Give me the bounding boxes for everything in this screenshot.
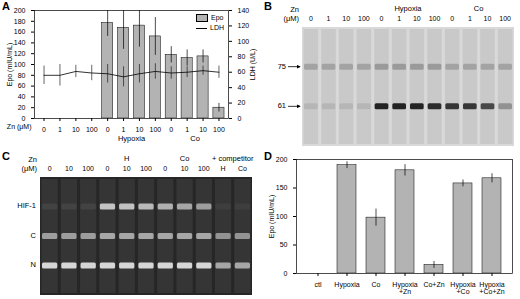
- svg-text:0: 0: [48, 165, 52, 172]
- svg-text:100: 100: [198, 165, 210, 172]
- svg-text:0: 0: [169, 126, 173, 133]
- html-text:C: C: [2, 150, 10, 162]
- svg-text:0: 0: [380, 15, 384, 22]
- svg-text:180: 180: [14, 18, 26, 25]
- svg-text:HIF-1: HIF-1: [17, 201, 36, 210]
- svg-text:LDH (U/L): LDH (U/L): [249, 49, 257, 81]
- svg-text:160: 160: [14, 28, 26, 35]
- svg-text:Co: Co: [474, 4, 484, 13]
- svg-text:100: 100: [82, 165, 94, 172]
- svg-text:100: 100: [429, 15, 441, 22]
- svg-text:60: 60: [18, 82, 26, 89]
- svg-text:0: 0: [309, 15, 313, 22]
- svg-text:(μM): (μM): [21, 164, 37, 173]
- svg-text:0: 0: [450, 15, 454, 22]
- svg-text:10: 10: [413, 15, 421, 22]
- svg-text:140: 140: [238, 7, 250, 14]
- svg-text:100: 100: [14, 61, 26, 68]
- svg-text:0: 0: [106, 126, 110, 133]
- svg-text:120: 120: [14, 50, 26, 57]
- svg-text:200: 200: [276, 156, 288, 163]
- svg-text:Co: Co: [372, 281, 381, 288]
- svg-text:20: 20: [18, 104, 26, 111]
- svg-text:50: 50: [280, 241, 288, 248]
- svg-text:1: 1: [122, 126, 126, 133]
- svg-text:120: 120: [238, 22, 250, 29]
- svg-text:Zn: Zn: [28, 155, 37, 164]
- svg-text:Hypoxia: Hypoxia: [394, 4, 422, 13]
- svg-text:150: 150: [276, 184, 288, 191]
- svg-text:10: 10: [181, 165, 189, 172]
- svg-text:Co: Co: [238, 165, 247, 172]
- svg-text:0: 0: [42, 126, 46, 133]
- svg-text:100: 100: [140, 165, 152, 172]
- svg-text:100: 100: [213, 126, 225, 133]
- svg-text:(μM): (μM): [283, 14, 299, 23]
- svg-text:H: H: [221, 165, 226, 172]
- svg-text:1: 1: [327, 15, 331, 22]
- svg-text:ctl: ctl: [315, 281, 322, 288]
- svg-text:100: 100: [499, 15, 511, 22]
- svg-text:20: 20: [238, 99, 246, 106]
- svg-text:Epo (mIU/mL): Epo (mIU/mL): [6, 43, 14, 87]
- svg-text:75: 75: [278, 62, 286, 71]
- svg-text:10: 10: [199, 126, 207, 133]
- svg-text:N: N: [31, 260, 36, 269]
- svg-text:100: 100: [238, 38, 250, 45]
- svg-text:0: 0: [106, 165, 110, 172]
- svg-text:Zn: Zn: [290, 5, 299, 14]
- svg-text:Zn (μM): Zn (μM): [7, 123, 32, 131]
- svg-text:Hypoxia: Hypoxia: [334, 281, 359, 289]
- svg-text:10: 10: [136, 126, 144, 133]
- svg-text:Hypoxia: Hypoxia: [118, 134, 146, 143]
- html-text:A: A: [2, 0, 10, 12]
- svg-text:10: 10: [484, 15, 492, 22]
- html-text:Epo: Epo: [211, 14, 224, 21]
- svg-text:100: 100: [276, 213, 288, 220]
- svg-text:100: 100: [150, 126, 162, 133]
- svg-text:1: 1: [185, 126, 189, 133]
- svg-text:40: 40: [18, 93, 26, 100]
- svg-text:Co: Co: [180, 154, 190, 163]
- svg-text:200: 200: [14, 7, 26, 14]
- svg-text:80: 80: [238, 53, 246, 60]
- svg-text:10: 10: [72, 126, 80, 133]
- svg-text:Epo (mIU/mL): Epo (mIU/mL): [268, 195, 276, 239]
- html-text:B: B: [264, 0, 272, 12]
- html-text:D: D: [264, 150, 272, 162]
- svg-text:Hypoxia+Co+Zn: Hypoxia+Co+Zn: [479, 281, 504, 295]
- svg-text:10: 10: [342, 15, 350, 22]
- svg-text:Co+Zn: Co+Zn: [423, 281, 444, 288]
- svg-text:1: 1: [397, 15, 401, 22]
- svg-text:Hypoxia+Zn: Hypoxia+Zn: [392, 281, 417, 295]
- svg-text:10: 10: [65, 165, 73, 172]
- svg-text:80: 80: [18, 72, 26, 79]
- svg-text:0: 0: [284, 270, 288, 277]
- html-text:LDH: LDH: [210, 24, 224, 31]
- svg-text:Co: Co: [190, 134, 200, 143]
- svg-text:10: 10: [123, 165, 131, 172]
- svg-text:+ competitor: + competitor: [212, 154, 254, 163]
- svg-text:61: 61: [278, 101, 286, 110]
- svg-text:0: 0: [238, 115, 242, 122]
- svg-text:100: 100: [358, 15, 370, 22]
- svg-text:1: 1: [58, 126, 62, 133]
- svg-text:0: 0: [22, 115, 26, 122]
- svg-text:40: 40: [238, 84, 246, 91]
- svg-text:1: 1: [468, 15, 472, 22]
- svg-text:140: 140: [14, 39, 26, 46]
- svg-text:Hypoxia+Co: Hypoxia+Co: [450, 281, 475, 295]
- svg-text:0: 0: [163, 165, 167, 172]
- svg-text:H: H: [124, 154, 129, 163]
- svg-text:100: 100: [86, 126, 98, 133]
- svg-text:C: C: [31, 231, 37, 240]
- svg-text:60: 60: [238, 68, 246, 75]
